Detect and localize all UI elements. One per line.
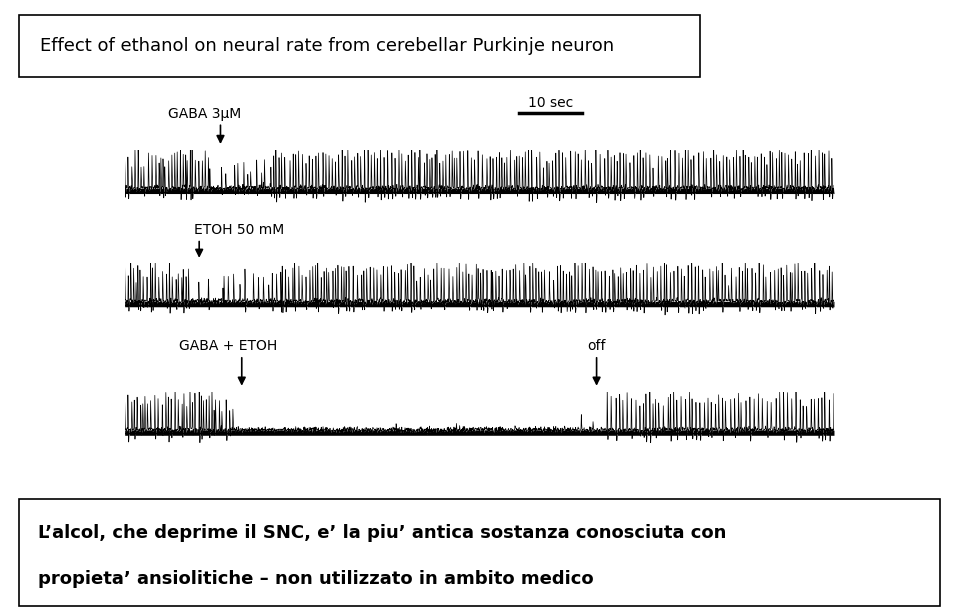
Text: propieta’ ansiolitiche – non utilizzato in ambito medico: propieta’ ansiolitiche – non utilizzato … [37,570,594,588]
Text: GABA 3μM: GABA 3μM [168,107,241,121]
Text: L’alcol, che deprime il SNC, e’ la piu’ antica sostanza conosciuta con: L’alcol, che deprime il SNC, e’ la piu’ … [37,524,726,542]
FancyBboxPatch shape [19,15,700,76]
Text: GABA + ETOH: GABA + ETOH [179,338,278,353]
Text: ETOH 50 mM: ETOH 50 mM [195,223,285,237]
Text: 10 sec: 10 sec [527,95,573,110]
Text: off: off [587,338,606,353]
FancyBboxPatch shape [19,499,940,606]
Text: Effect of ethanol on neural rate from cerebellar Purkinje neuron: Effect of ethanol on neural rate from ce… [39,37,614,55]
